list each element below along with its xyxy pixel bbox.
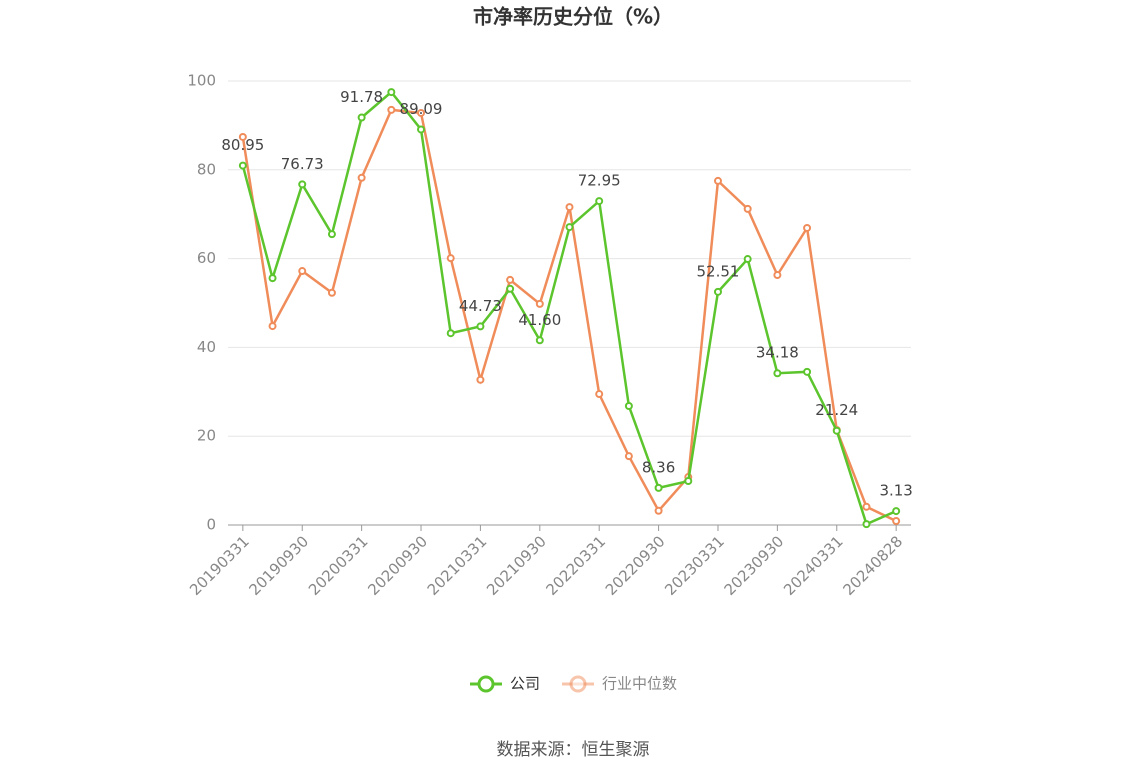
data-label: 41.60 <box>518 311 561 329</box>
legend-label: 公司 <box>510 675 540 693</box>
y-tick-label: 0 <box>206 516 216 534</box>
y-tick-label: 20 <box>197 427 216 445</box>
x-tick-label: 20220930 <box>602 532 669 599</box>
data-point <box>892 507 901 516</box>
data-point <box>803 223 812 232</box>
data-point <box>535 299 544 308</box>
data-point <box>298 267 307 276</box>
data-point <box>743 255 752 264</box>
chart-title: 市净率历史分位（%） <box>473 5 673 29</box>
data-label: 72.95 <box>578 172 621 190</box>
data-point <box>803 367 812 376</box>
data-point <box>268 274 277 283</box>
y-tick-label: 60 <box>197 249 216 267</box>
data-label: 8.36 <box>642 458 675 476</box>
x-tick-label: 20190331 <box>186 532 253 599</box>
data-point <box>535 336 544 345</box>
data-point <box>476 375 485 384</box>
data-point <box>506 284 515 293</box>
y-tick-label: 80 <box>197 160 216 178</box>
data-label: 52.51 <box>697 262 740 280</box>
data-point <box>298 180 307 189</box>
legend-item[interactable]: 公司 <box>470 675 540 693</box>
data-point <box>565 223 574 232</box>
data-point <box>357 173 366 182</box>
data-point <box>595 390 604 399</box>
data-point <box>713 287 722 296</box>
data-point <box>476 322 485 331</box>
y-tick-label: 100 <box>187 72 216 90</box>
data-point <box>743 204 752 213</box>
legend-marker <box>477 675 495 693</box>
data-label: 91.78 <box>340 88 383 106</box>
x-tick-label: 20210331 <box>424 532 491 599</box>
data-point <box>832 426 841 435</box>
data-point <box>327 288 336 297</box>
x-tick-label: 20220331 <box>542 532 609 599</box>
data-point <box>268 322 277 331</box>
y-tick-label: 40 <box>197 338 216 356</box>
source-note: 数据来源：恒生聚源 <box>497 740 650 760</box>
data-point <box>773 271 782 280</box>
data-point <box>446 329 455 338</box>
data-point <box>862 502 871 511</box>
data-point <box>387 88 396 97</box>
data-label: 80.95 <box>221 136 264 154</box>
data-point <box>654 506 663 515</box>
data-label: 21.24 <box>815 401 858 419</box>
data-point <box>387 105 396 114</box>
data-point <box>506 275 515 284</box>
data-point <box>773 369 782 378</box>
legend-item[interactable]: 行业中位数 <box>562 675 677 693</box>
data-point <box>713 176 722 185</box>
data-label: 89.09 <box>400 100 443 118</box>
data-point <box>565 203 574 212</box>
x-tick-label: 20230930 <box>721 532 788 599</box>
data-point <box>327 230 336 239</box>
data-label: 34.18 <box>756 344 799 362</box>
data-point <box>417 125 426 134</box>
x-tick-label: 20240828 <box>839 532 906 599</box>
data-label: 3.13 <box>879 482 912 500</box>
series-line <box>241 108 897 523</box>
legend-marker <box>569 675 587 693</box>
data-point <box>446 254 455 263</box>
x-tick-label: 20190930 <box>246 532 313 599</box>
series-line <box>241 90 897 526</box>
data-point <box>238 161 247 170</box>
data-point <box>624 452 633 461</box>
data-point <box>892 517 901 526</box>
data-point <box>862 520 871 529</box>
data-point <box>238 132 247 141</box>
x-tick-label: 20210930 <box>483 532 550 599</box>
data-point <box>624 402 633 411</box>
x-tick-label: 20200930 <box>364 532 431 599</box>
data-point <box>595 197 604 206</box>
x-tick-label: 20200331 <box>305 532 372 599</box>
data-label: 76.73 <box>281 155 324 173</box>
data-point <box>357 113 366 122</box>
data-label: 44.73 <box>459 297 502 315</box>
data-point <box>654 483 663 492</box>
x-tick-label: 20240331 <box>780 532 847 599</box>
data-point <box>417 108 426 117</box>
legend-label: 行业中位数 <box>602 675 677 693</box>
data-point <box>684 477 693 486</box>
x-tick-label: 20230331 <box>661 532 728 599</box>
